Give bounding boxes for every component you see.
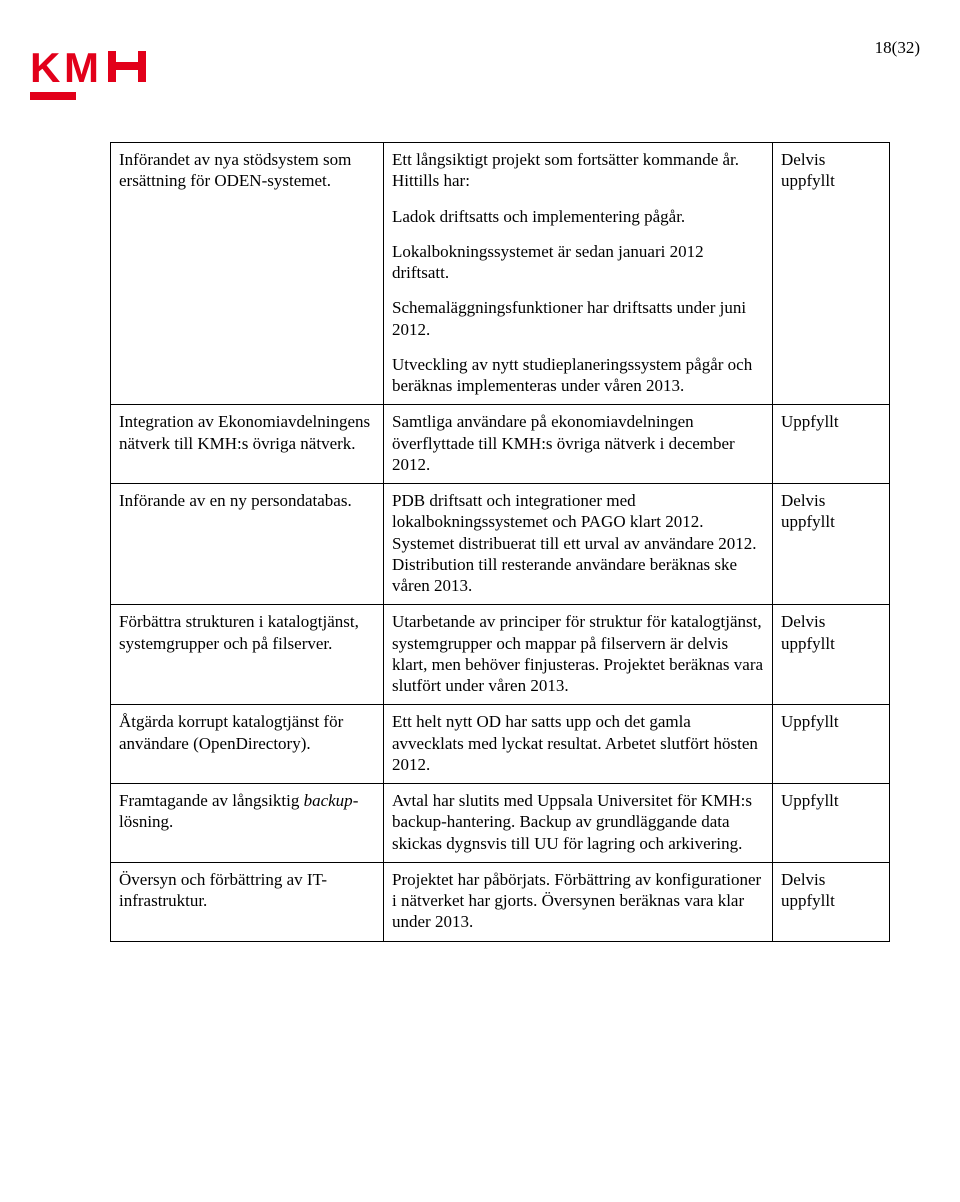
table-row: Framtagande av långsiktig backup-lösning… <box>111 784 890 863</box>
status-cell: Uppfyllt <box>773 705 890 784</box>
result-paragraph: PDB driftsatt och integrationer med loka… <box>392 490 764 596</box>
result-paragraph: Samtliga användare på ekonomiavdelningen… <box>392 411 764 475</box>
page-number: 18(32) <box>875 38 920 58</box>
status-cell: Delvis uppfyllt <box>773 862 890 941</box>
result-paragraph: Ett långsiktigt projekt som fortsätter k… <box>392 149 764 192</box>
result-cell: Samtliga användare på ekonomiavdelningen… <box>384 405 773 484</box>
result-paragraph: Lokalbokningssystemet är sedan januari 2… <box>392 241 764 284</box>
table-row: Införande av en ny persondatabas.PDB dri… <box>111 484 890 605</box>
activity-cell: Framtagande av långsiktig backup-lösning… <box>111 784 384 863</box>
result-cell: Ett långsiktigt projekt som fortsätter k… <box>384 143 773 405</box>
status-cell: Delvis uppfyllt <box>773 143 890 405</box>
activity-cell: Förbättra strukturen i katalogtjänst, sy… <box>111 605 384 705</box>
activity-cell: Åtgärda korrupt katalogtjänst för använd… <box>111 705 384 784</box>
document-page: 18(32) K M Införandet av nya stödsystem … <box>0 0 960 1202</box>
table-row: Integration av Ekonomiavdelningens nätve… <box>111 405 890 484</box>
content-area: Införandet av nya stödsystem som ersättn… <box>110 142 890 942</box>
table-row: Åtgärda korrupt katalogtjänst för använd… <box>111 705 890 784</box>
svg-text:K: K <box>30 46 60 91</box>
result-paragraph: Ett helt nytt OD har satts upp och det g… <box>392 711 764 775</box>
result-cell: PDB driftsatt och integrationer med loka… <box>384 484 773 605</box>
table-row: Översyn och förbättring av IT-infrastruk… <box>111 862 890 941</box>
activity-cell: Införande av en ny persondatabas. <box>111 484 384 605</box>
table-row: Införandet av nya stödsystem som ersättn… <box>111 143 890 405</box>
result-cell: Utarbetande av principer för struktur fö… <box>384 605 773 705</box>
result-paragraph: Avtal har slutits med Uppsala Universite… <box>392 790 764 854</box>
status-cell: Delvis uppfyllt <box>773 484 890 605</box>
activity-cell: Införandet av nya stödsystem som ersättn… <box>111 143 384 405</box>
svg-text:M: M <box>64 46 99 91</box>
status-cell: Uppfyllt <box>773 784 890 863</box>
table-row: Förbättra strukturen i katalogtjänst, sy… <box>111 605 890 705</box>
status-cell: Delvis uppfyllt <box>773 605 890 705</box>
result-cell: Avtal har slutits med Uppsala Universite… <box>384 784 773 863</box>
kmh-logo: K M <box>30 46 166 109</box>
result-paragraph: Utarbetande av principer för struktur fö… <box>392 611 764 696</box>
status-cell: Uppfyllt <box>773 405 890 484</box>
result-paragraph: Projektet har påbörjats. Förbättring av … <box>392 869 764 933</box>
result-paragraph: Utveckling av nytt studieplaneringssyste… <box>392 354 764 397</box>
activity-cell: Integration av Ekonomiavdelningens nätve… <box>111 405 384 484</box>
status-table: Införandet av nya stödsystem som ersättn… <box>110 142 890 942</box>
result-cell: Projektet har påbörjats. Förbättring av … <box>384 862 773 941</box>
result-paragraph: Ladok driftsatts och implementering pågå… <box>392 206 764 227</box>
result-cell: Ett helt nytt OD har satts upp och det g… <box>384 705 773 784</box>
result-paragraph: Schemaläggningsfunktioner har driftsatts… <box>392 297 764 340</box>
activity-cell: Översyn och förbättring av IT-infrastruk… <box>111 862 384 941</box>
